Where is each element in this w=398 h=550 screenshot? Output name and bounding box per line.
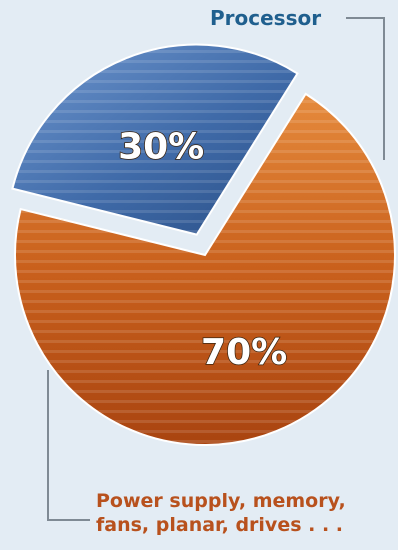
pie-decoration — [12, 44, 395, 446]
other-components-callout-line-2: fans, planar, drives . . . — [96, 514, 344, 536]
leader-lines — [47, 17, 385, 521]
other-components-callout-line-1: Power supply, memory, — [96, 490, 346, 512]
percent-label-processor: 30% — [118, 127, 204, 168]
processor-leader-line — [346, 17, 385, 160]
other-components-callout-label: Power supply, memory, fans, planar, driv… — [96, 489, 396, 537]
percent-labels: 70% 30% — [117, 126, 288, 374]
pie-slice-other-components-texture — [15, 93, 395, 446]
percent-label-other-components: 70% — [201, 332, 287, 373]
other-components-leader-line — [47, 370, 90, 521]
processor-callout-label: Processor — [210, 6, 322, 30]
pie-slice-other-components-dots — [60, 218, 85, 225]
pie-slice-processor-texture — [12, 44, 298, 235]
